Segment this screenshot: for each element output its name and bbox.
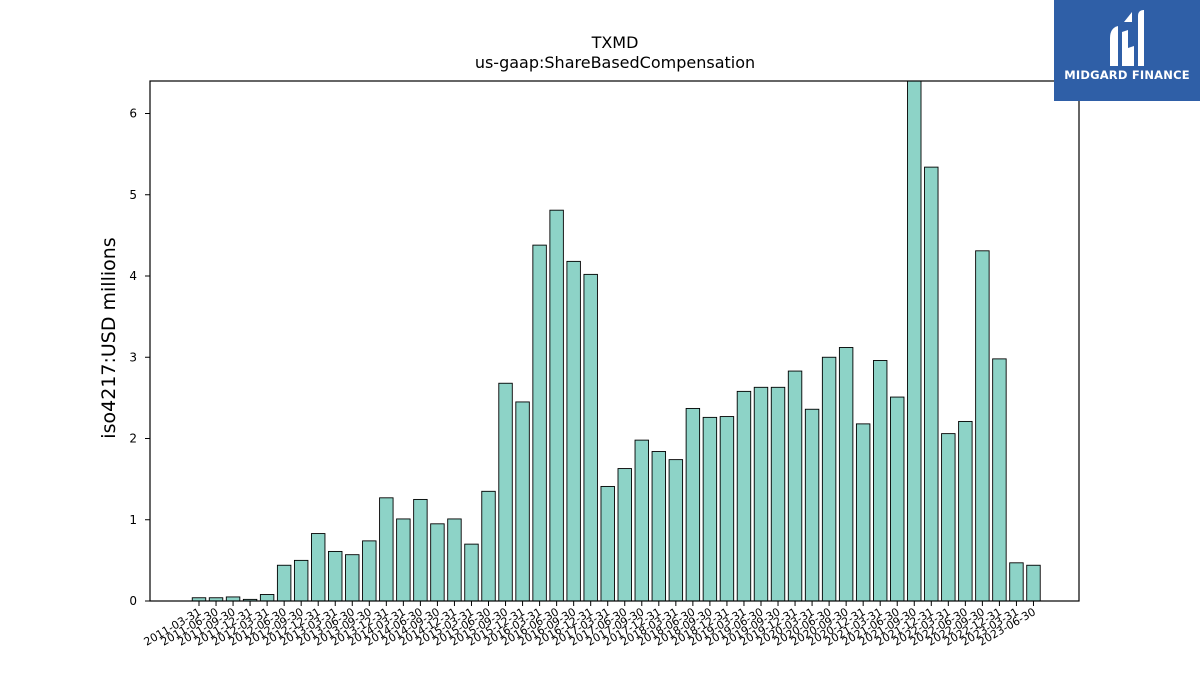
bar-2013-03-31 (328, 550, 343, 602)
bar-2014-12-31 (447, 518, 462, 602)
bar-2015-09-30 (498, 382, 513, 602)
y-tick-label: 5 (129, 188, 137, 202)
chart-subtitle: us-gaap:ShareBasedCompensation (475, 53, 755, 72)
bar-2019-03-31 (736, 390, 752, 602)
bar-2018-12-31 (719, 416, 735, 602)
bar-2013-09-30 (362, 540, 377, 602)
bar-2016-06-30 (549, 209, 564, 602)
brand-name: MIDGARD FINANCE (1064, 68, 1190, 82)
y-tick-label: 3 (129, 350, 137, 364)
bar-2014-06-30 (413, 498, 428, 602)
bar-2021-12-31 (924, 166, 939, 602)
bar-2017-03-31 (600, 485, 615, 602)
bar-2015-12-31 (515, 401, 530, 602)
bar-2021-06-30 (890, 396, 905, 602)
bar-2018-09-30 (702, 416, 718, 602)
bar-2018-06-30 (685, 407, 701, 602)
bar-2012-09-30 (293, 559, 309, 602)
bar-2014-03-31 (396, 518, 411, 602)
midgard-logo-icon (1110, 10, 1144, 66)
bar-2017-06-30 (617, 468, 632, 602)
bar-2022-06-30 (958, 420, 973, 602)
y-tick-label: 2 (129, 432, 137, 446)
chart-title: TXMD (591, 33, 639, 52)
bar-2022-03-31 (941, 433, 956, 602)
y-tick-label: 4 (129, 269, 137, 283)
bar-2012-12-31 (311, 533, 326, 602)
y-tick-label: 1 (129, 513, 137, 527)
y-axis-label: iso4217:USD millions (98, 237, 120, 438)
bars-group (191, 80, 1041, 602)
bar-2023-03-31 (1009, 562, 1024, 602)
bar-2015-06-30 (481, 490, 496, 602)
bar-2019-12-31 (787, 370, 803, 602)
bar-2018-03-31 (668, 459, 684, 602)
brand-logo: MIDGARD FINANCE (1054, 0, 1200, 101)
y-tick-label: 0 (129, 594, 137, 608)
bar-2015-03-31 (464, 543, 479, 602)
bar-2016-12-31 (583, 273, 598, 602)
bar-2019-06-30 (753, 386, 769, 602)
plot-frame (149, 80, 1080, 602)
x-axis-ticks: 2011-03-312011-06-302011-09-302011-12-31… (142, 601, 1038, 649)
bar-2012-03-31 (259, 594, 275, 602)
bar-2021-09-30 (907, 80, 922, 602)
bar-2020-09-30 (838, 347, 854, 602)
bar-2011-09-30 (225, 596, 241, 602)
bar-2016-09-30 (566, 260, 581, 602)
y-tick-label: 6 (129, 107, 137, 121)
bar-2022-09-30 (975, 250, 990, 602)
bar-2023-06-30 (1026, 564, 1041, 602)
bar-2017-12-31 (651, 451, 667, 602)
bar-2019-09-30 (770, 386, 786, 602)
bar-2020-06-30 (821, 356, 837, 602)
bar-2013-12-31 (379, 497, 394, 602)
bar-2013-06-30 (345, 554, 360, 602)
bar-2022-12-31 (992, 358, 1007, 602)
y-axis-ticks: 0 1 2 3 4 5 6 (129, 107, 150, 608)
bar-2016-03-31 (532, 244, 547, 602)
bar-2017-09-30 (634, 439, 649, 602)
bar-2020-03-31 (804, 408, 820, 602)
bar-2012-06-30 (276, 564, 292, 602)
bar-2014-09-30 (430, 523, 445, 602)
bar-2020-12-31 (855, 423, 871, 602)
bar-2021-03-31 (873, 360, 888, 602)
